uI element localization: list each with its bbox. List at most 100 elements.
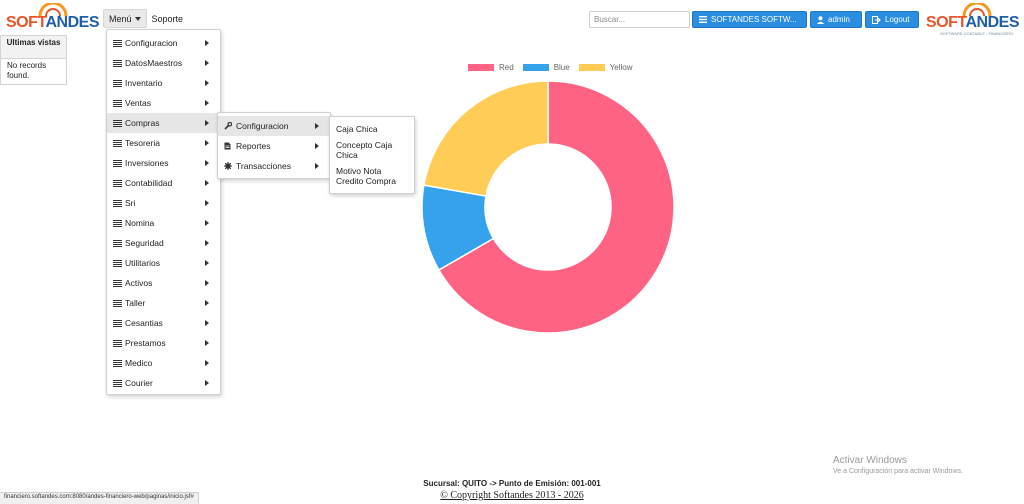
menu-item-label: Medico [125, 358, 153, 368]
menu-item-inversiones[interactable]: Inversiones [107, 153, 220, 173]
user-button-label: admin [828, 15, 850, 24]
activation-subtitle: Ve a Configuración para activar Windows. [833, 468, 963, 475]
menu-item-seguridad[interactable]: Seguridad [107, 233, 220, 253]
user-icon [817, 15, 824, 24]
chevron-right-icon [315, 163, 319, 169]
list-icon [113, 359, 122, 367]
list-icon [113, 219, 122, 227]
menu-button[interactable]: Menú [103, 9, 147, 28]
menu-item-label: Prestamos [125, 338, 166, 348]
search-input[interactable] [589, 11, 690, 28]
compras-submenu: Configuracion Reportes Transacciones [217, 112, 331, 179]
legend-swatch [578, 64, 605, 71]
menu-item-prestamos[interactable]: Prestamos [107, 333, 220, 353]
chevron-right-icon [205, 140, 209, 146]
legend-label: Yellow [609, 63, 633, 72]
chevron-right-icon [205, 260, 209, 266]
submenu-leaf-item[interactable]: Concepto Caja Chica [336, 140, 393, 160]
menu-item-label: Seguridad [125, 238, 164, 248]
menu-item-taller[interactable]: Taller [107, 293, 220, 313]
list-icon [113, 159, 122, 167]
menu-item-label: DatosMaestros [125, 58, 183, 68]
chevron-right-icon [205, 300, 209, 306]
chevron-right-icon [205, 100, 209, 106]
chevron-right-icon [205, 340, 209, 346]
list-icon [113, 259, 122, 267]
menu-item-label: Ventas [125, 98, 151, 108]
menu-item-ventas[interactable]: Ventas [107, 93, 220, 113]
list-icon [113, 119, 122, 127]
menu-item-sri[interactable]: Sri [107, 193, 220, 213]
menu-item-activos[interactable]: Activos [107, 273, 220, 293]
menu-item-cesantias[interactable]: Cesantias [107, 313, 220, 333]
chevron-right-icon [205, 360, 209, 366]
chart-legend: Red Blue Yellow [468, 63, 642, 72]
logo-wordmark: SOFTANDES [6, 14, 99, 31]
submenu-item-reportes[interactable]: Reportes [218, 136, 330, 156]
sucursal-info: Sucursal: QUITO -> Punto de Emisión: 001… [423, 479, 601, 488]
list-icon [113, 59, 122, 67]
menu-item-label: Sri [125, 198, 136, 208]
legend-label: Red [499, 63, 514, 72]
main-menu-dropdown: Configuracion DatosMaestros Inventario Vent… [106, 29, 221, 395]
menu-item-configuracion[interactable]: Configuracion [107, 33, 220, 53]
soporte-link[interactable]: Soporte [151, 13, 184, 24]
menu-item-label: Taller [125, 298, 146, 308]
legend-item[interactable]: Blue [522, 63, 570, 72]
menu-item-compras[interactable]: Compras [107, 113, 220, 133]
doughnut-chart [421, 80, 675, 334]
menu-item-inventario[interactable]: Inventario [107, 73, 220, 93]
copyright-link[interactable]: © Copyright Softandes 2013 - 2026 [440, 490, 584, 501]
menu-item-label: Utilitarios [125, 258, 160, 268]
chevron-right-icon [205, 160, 209, 166]
chevron-right-icon [205, 80, 209, 86]
list-icon [113, 199, 122, 207]
sun-emblem-icon [962, 3, 992, 17]
user-button[interactable]: admin [810, 11, 862, 28]
submenu-leaf-item[interactable]: Caja Chica [336, 124, 378, 134]
configuracion-submenu: Caja Chica Concepto Caja Chica Motivo Nota… [329, 116, 415, 194]
chevron-right-icon [205, 180, 209, 186]
logo-tagline: SOFTWARE CONTABLE - FINANCIERO [940, 31, 1014, 36]
document-icon [224, 142, 233, 150]
submenu-leaf-item[interactable]: Motivo Nota Credito Compra [336, 166, 396, 186]
list-icon [113, 139, 122, 147]
company-button[interactable]: SOFTANDES SOFTW... [692, 11, 807, 28]
menu-item-label: Configuracion [125, 38, 178, 48]
list-icon [113, 379, 122, 387]
list-icon [113, 99, 122, 107]
legend-swatch [522, 64, 549, 71]
menu-item-tesoreria[interactable]: Tesoreria [107, 133, 220, 153]
softandes-logo[interactable]: SOFTANDES [6, 3, 99, 33]
menu-item-contabilidad[interactable]: Contabilidad [107, 173, 220, 193]
chevron-right-icon [205, 40, 209, 46]
browser-status-url: financiero.softandes.com:8080/andes-fina… [0, 492, 199, 504]
legend-item[interactable]: Red [468, 63, 514, 72]
list-icon [113, 179, 122, 187]
submenu-item-configuracion[interactable]: Configuracion [218, 116, 330, 136]
list-icon [113, 39, 122, 47]
legend-item[interactable]: Yellow [578, 63, 633, 72]
menu-item-label: Cesantias [125, 318, 163, 328]
activation-title: Activar Windows [833, 455, 907, 466]
submenu-item-transacciones[interactable]: Transacciones [218, 156, 330, 176]
menu-item-utilitarios[interactable]: Utilitarios [107, 253, 220, 273]
list-icon [113, 319, 122, 327]
menu-item-datosmaestros[interactable]: DatosMaestros [107, 53, 220, 73]
menu-item-label: Courier [125, 378, 153, 388]
donut-slice-yellow[interactable] [423, 80, 549, 197]
chevron-right-icon [205, 240, 209, 246]
chevron-right-icon [205, 380, 209, 386]
logout-button[interactable]: Logout [865, 11, 919, 28]
menu-item-courier[interactable]: Courier [107, 373, 220, 393]
recent-views-title: Ultimas vistas [1, 36, 66, 59]
menu-item-nomina[interactable]: Nomina [107, 213, 220, 233]
list-icon [113, 339, 122, 347]
list-icon [113, 279, 122, 287]
menu-item-medico[interactable]: Medico [107, 353, 220, 373]
legend-swatch [468, 64, 494, 71]
wrench-icon [224, 122, 233, 130]
logout-button-label: Logout [885, 15, 910, 24]
donut-slice-red[interactable] [437, 80, 675, 334]
